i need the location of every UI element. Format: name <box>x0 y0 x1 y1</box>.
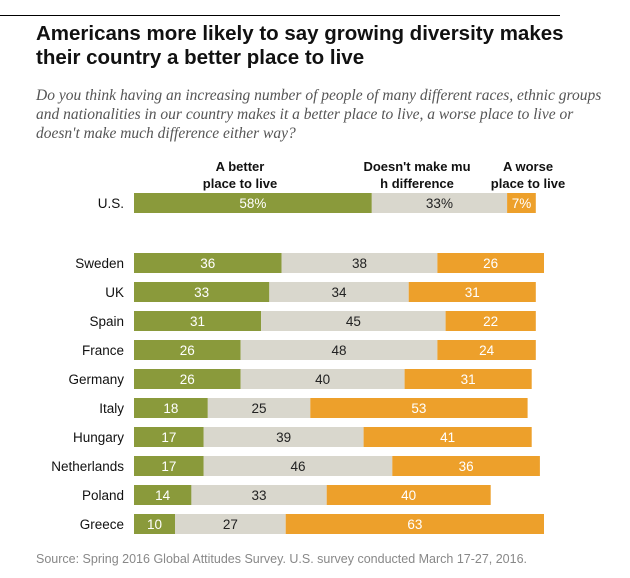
bar-2-row-11 <box>175 514 286 534</box>
data-label-1-row-2: 36 <box>200 256 215 271</box>
top-rule <box>0 15 560 16</box>
data-label-2-row-11: 27 <box>223 517 238 532</box>
data-label-3-row-4: 22 <box>483 314 498 329</box>
chart-subtitle: Do you think having an increasing number… <box>36 87 602 142</box>
data-label-3-row-11: 63 <box>407 517 422 532</box>
data-label-1-row-9: 17 <box>161 459 176 474</box>
category-label-10: Poland <box>82 488 124 503</box>
bar-3-row-1 <box>507 193 536 213</box>
data-label-3-row-5: 24 <box>479 343 495 358</box>
bar-3-row-9 <box>392 456 540 476</box>
data-label-2-row-7: 25 <box>252 401 267 416</box>
category-label-9: Netherlands <box>51 459 124 474</box>
data-label-3-row-10: 40 <box>401 488 416 503</box>
data-label-1-row-8: 17 <box>161 430 176 445</box>
bar-1-row-10 <box>134 485 192 505</box>
data-label-1-row-4: 31 <box>190 314 205 329</box>
bar-3-row-2 <box>437 253 544 273</box>
data-label-3-row-2: 26 <box>483 256 498 271</box>
bar-1-row-7 <box>134 398 208 418</box>
data-label-2-row-4: 45 <box>346 314 361 329</box>
category-label-7: Italy <box>99 401 124 416</box>
category-label-3: UK <box>105 285 124 300</box>
legend-header-2-line-2: h difference <box>380 176 454 191</box>
source-note: Source: Spring 2016 Global Attitudes Sur… <box>36 552 528 566</box>
bar-1-row-6 <box>134 369 241 389</box>
legend-header-2-line-1: Doesn't make mu <box>363 159 470 174</box>
legend-header-1-line-2: place to live <box>203 176 277 191</box>
data-label-2-row-5: 48 <box>331 343 346 358</box>
bar-2-row-4 <box>261 311 446 331</box>
bar-3-row-11 <box>285 514 544 534</box>
bar-3-row-10 <box>326 485 491 505</box>
category-label-11: Greece <box>80 517 124 532</box>
data-label-3-row-9: 36 <box>459 459 474 474</box>
data-label-1-row-10: 14 <box>155 488 171 503</box>
bar-1-row-8 <box>134 427 204 447</box>
data-label-2-row-2: 38 <box>352 256 367 271</box>
bar-2-row-10 <box>191 485 327 505</box>
bar-2-row-3 <box>269 282 409 302</box>
data-label-1-row-3: 33 <box>194 285 209 300</box>
category-label-1: U.S. <box>98 196 124 211</box>
bar-3-row-5 <box>437 340 536 360</box>
bar-2-row-8 <box>203 427 364 447</box>
legend-header-1-line-1: A better <box>216 159 265 174</box>
bar-2-row-2 <box>281 253 438 273</box>
bar-3-row-4 <box>445 311 536 331</box>
data-label-2-row-1: 33% <box>426 196 453 211</box>
data-label-2-row-9: 46 <box>290 459 305 474</box>
bar-3-row-6 <box>404 369 532 389</box>
category-label-6: Germany <box>68 372 124 387</box>
data-label-1-row-1: 58% <box>239 196 266 211</box>
bar-2-row-5 <box>240 340 438 360</box>
data-label-2-row-3: 34 <box>331 285 347 300</box>
data-label-3-row-7: 53 <box>411 401 426 416</box>
legend-header-3-line-1: A worse <box>503 159 553 174</box>
bar-1-row-4 <box>134 311 262 331</box>
data-label-1-row-7: 18 <box>163 401 178 416</box>
data-label-3-row-6: 31 <box>461 372 476 387</box>
bar-1-row-1 <box>134 193 372 213</box>
bar-1-row-2 <box>134 253 282 273</box>
legend-header-3-line-2: place to live <box>491 176 565 191</box>
data-label-3-row-8: 41 <box>440 430 455 445</box>
bar-2-row-7 <box>207 398 311 418</box>
data-label-1-row-11: 10 <box>147 517 162 532</box>
category-label-4: Spain <box>89 314 124 329</box>
bar-3-row-3 <box>408 282 536 302</box>
chart-title: Americans more likely to say growing div… <box>36 22 564 69</box>
category-label-2: Sweden <box>75 256 124 271</box>
bar-1-row-11 <box>134 514 175 534</box>
data-label-3-row-1: 7% <box>512 196 532 211</box>
bar-3-row-7 <box>310 398 528 418</box>
data-label-1-row-5: 26 <box>180 343 195 358</box>
data-label-2-row-8: 39 <box>276 430 291 445</box>
bar-2-row-9 <box>203 456 393 476</box>
bar-2-row-6 <box>240 369 405 389</box>
data-label-2-row-6: 40 <box>315 372 330 387</box>
category-label-5: France <box>82 343 124 358</box>
bar-1-row-5 <box>134 340 241 360</box>
bar-1-row-3 <box>134 282 270 302</box>
bar-3-row-8 <box>363 427 532 447</box>
category-label-8: Hungary <box>73 430 124 445</box>
bar-2-row-1 <box>371 193 508 213</box>
data-label-3-row-3: 31 <box>465 285 480 300</box>
data-label-2-row-10: 33 <box>252 488 267 503</box>
data-label-1-row-6: 26 <box>180 372 195 387</box>
bar-1-row-9 <box>134 456 204 476</box>
